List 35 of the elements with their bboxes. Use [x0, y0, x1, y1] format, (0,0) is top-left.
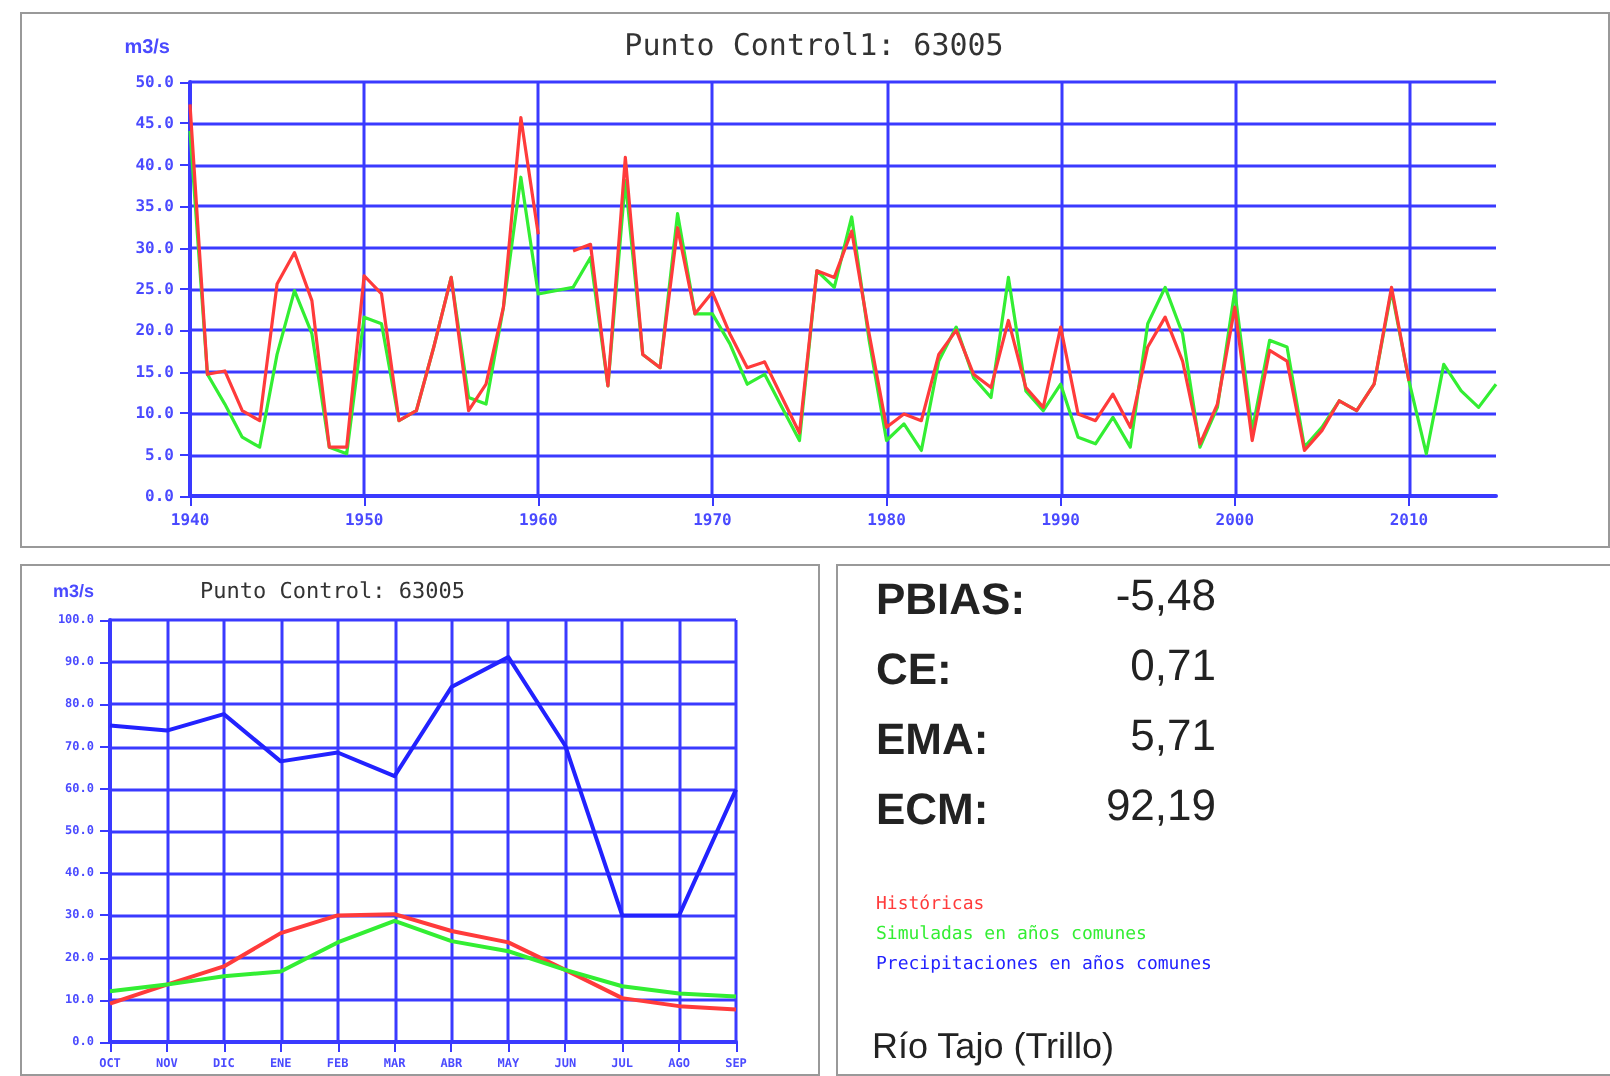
text: 0,71 [1128, 640, 1216, 692]
y-tick-label: 40.0 [135, 155, 175, 174]
text: 5,71 [1128, 710, 1216, 762]
text: ECM: [876, 784, 989, 836]
x-tick-label: 2000 [1215, 511, 1255, 529]
text: EMA: [876, 714, 989, 766]
x-tick-label: 1990 [1041, 511, 1081, 529]
y-axis-title: m3/s [124, 37, 171, 59]
y-tick-label: 20.0 [135, 321, 175, 340]
y-tick-label: 10.0 [135, 404, 175, 423]
text: Históricas [876, 893, 985, 915]
y-tick-label: 15.0 [135, 362, 175, 381]
x-tick-label: 1980 [867, 511, 907, 529]
y-tick-label: 25.0 [135, 280, 175, 298]
y-tick-label: 45.0 [135, 114, 175, 133]
y-tick-label: 35.0 [135, 197, 175, 216]
x-tick-label: 2010 [1389, 511, 1429, 529]
text: PBIAS: [876, 574, 1026, 626]
y-tick-label: 5.0 [145, 445, 175, 464]
x-tick-label: 1940 [170, 511, 210, 529]
y-tick-label: 30.0 [135, 238, 175, 257]
x-tick-label: 1970 [693, 511, 733, 529]
text: Simuladas en años comunes [876, 925, 1147, 945]
text: Río Tajo (Trillo) [872, 1026, 1115, 1068]
text: CE: [876, 644, 952, 696]
text: 92,19 [1103, 780, 1216, 832]
chart-title: Punto Control: 63005 [200, 578, 465, 604]
text: Precipitaciones en años comunes [876, 955, 1212, 975]
y-tick-label: 50.0 [135, 73, 175, 91]
y-tick-label: 0.0 [145, 487, 175, 505]
y-axis-title: m3/s [52, 581, 94, 601]
x-tick-label: 1950 [344, 511, 384, 529]
chart-title: Punto Control1: 63005 [624, 27, 1004, 63]
text: -5,48 [1115, 570, 1216, 620]
x-tick-label: 1960 [519, 511, 558, 529]
